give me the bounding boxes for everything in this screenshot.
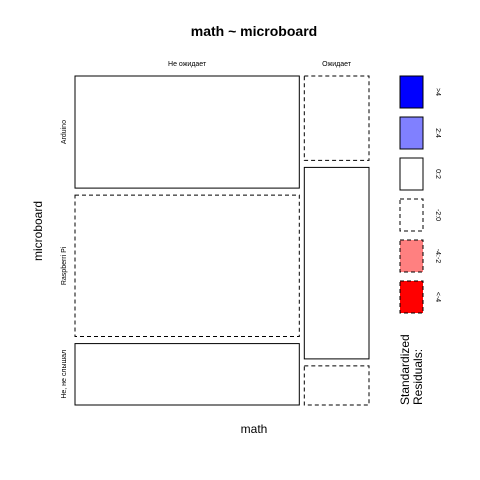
legend-swatch [399, 75, 424, 109]
y-category-label: Arduino [61, 120, 68, 144]
mosaic-cells [74, 75, 370, 406]
x-category-label: Не ожидает [168, 61, 207, 68]
legend-swatch [399, 239, 424, 273]
mosaic-cell [74, 194, 300, 337]
x-category-labels: Не ожидает Ожидает [168, 61, 352, 68]
mosaic-cell [303, 75, 370, 161]
y-axis-label: microboard [31, 201, 45, 261]
legend-label: 2:4 [434, 128, 441, 138]
legend-label: -2:0 [434, 209, 441, 221]
mosaic-cell [303, 365, 370, 406]
y-category-labels: Arduino Raspberri Pi Не, не слышал [61, 120, 68, 399]
legend-swatch [399, 116, 424, 150]
x-category-label: Ожидает [322, 61, 352, 68]
y-category-label: Не, не слышал [61, 350, 68, 399]
legend-label: -4:-2 [434, 249, 441, 264]
chart-title: math ~ microboard [191, 23, 317, 39]
legend-swatch [399, 157, 424, 191]
legend-swatch [399, 280, 424, 314]
mosaic-cell [74, 75, 300, 189]
legend-title-line-2: Residuals: [411, 349, 425, 405]
mosaic-cell [303, 166, 370, 360]
legend-label: 0:2 [434, 169, 441, 179]
legend-title-line-1: Standardized [398, 334, 412, 405]
mosaic-cell [74, 343, 300, 406]
legend-label: >4 [434, 88, 441, 96]
legend-label: <-4 [434, 292, 441, 302]
y-category-label: Raspberri Pi [61, 246, 68, 285]
x-axis-label: math [241, 422, 268, 436]
legend: >4 2:4 0:2 -2:0 -4:-2 <-4 Standardized Residu… [398, 75, 441, 405]
legend-swatch [399, 198, 424, 232]
